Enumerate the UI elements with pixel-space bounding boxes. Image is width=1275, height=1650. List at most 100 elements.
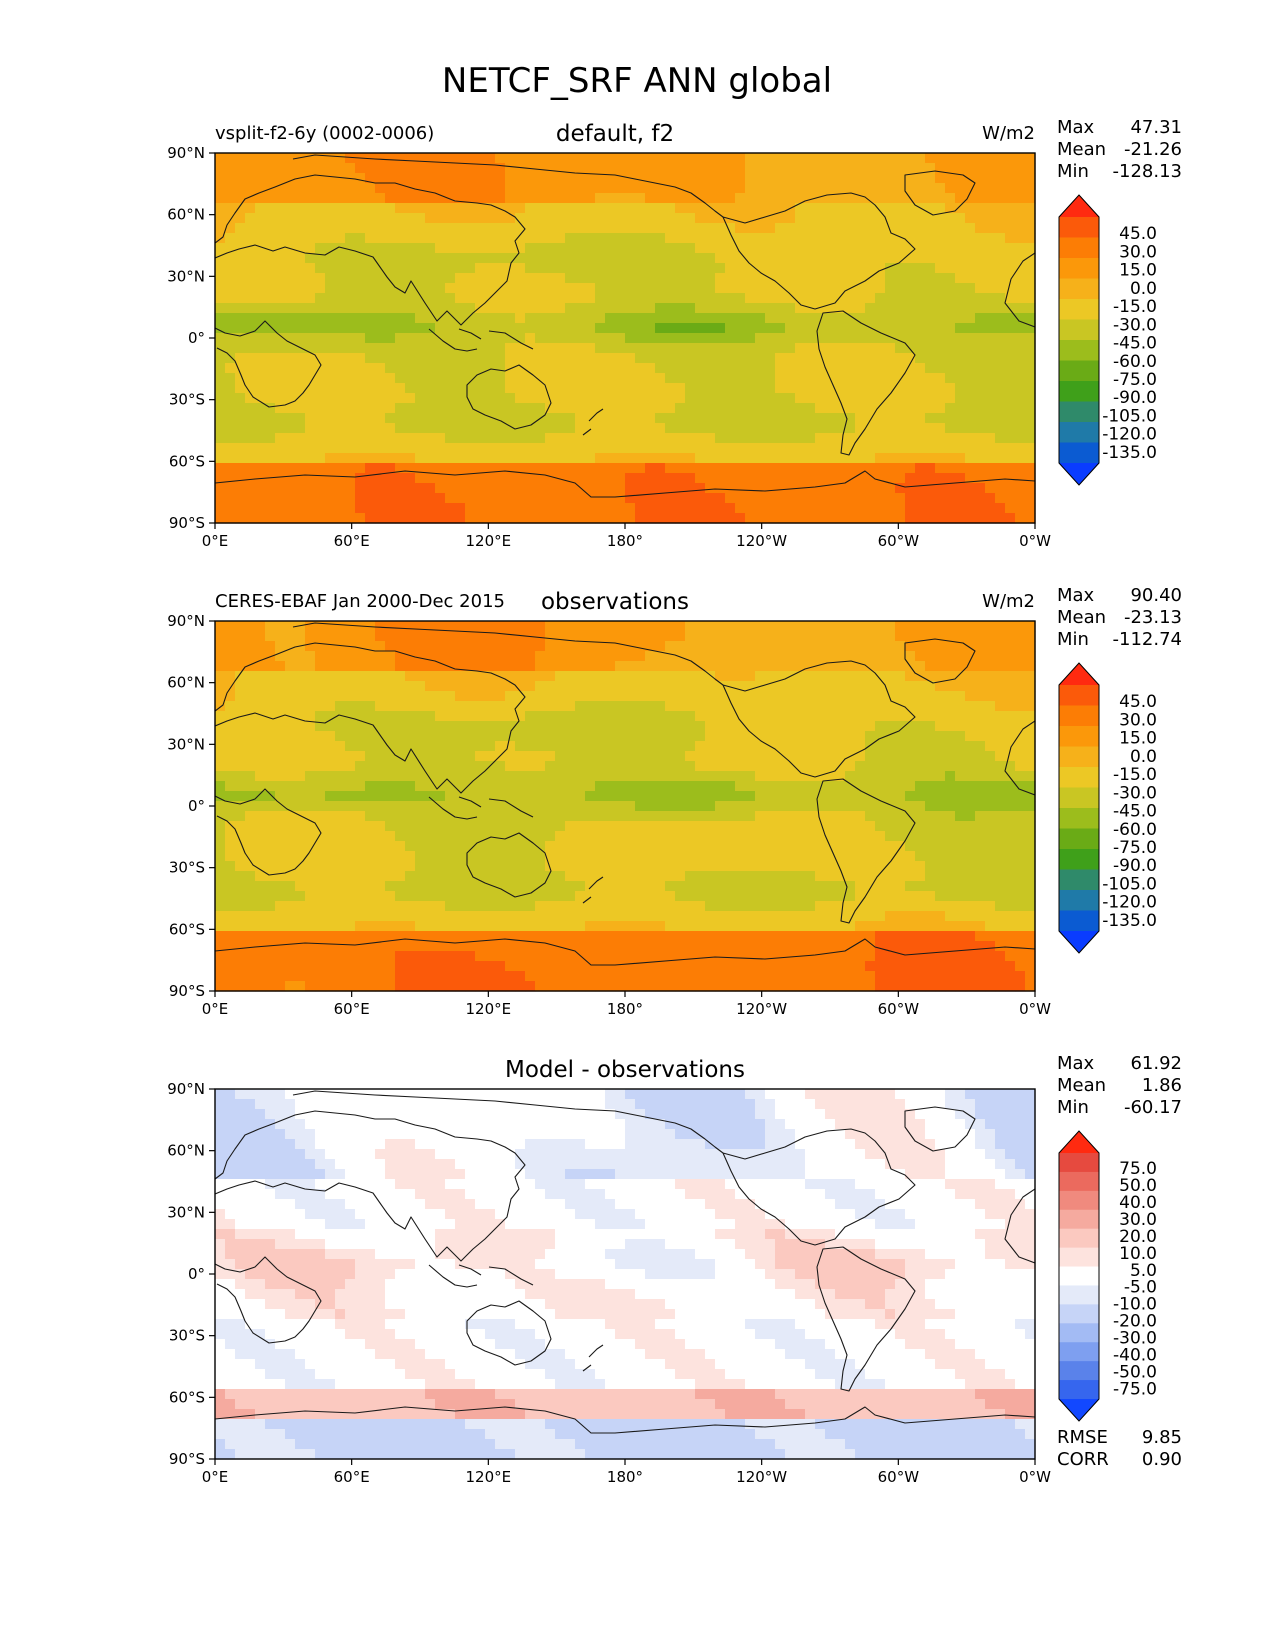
field-cell bbox=[625, 403, 636, 414]
field-cell bbox=[415, 223, 426, 234]
field-cell bbox=[355, 651, 366, 662]
field-cell bbox=[485, 343, 496, 354]
field-cell bbox=[645, 781, 656, 792]
field-cell bbox=[915, 173, 926, 184]
field-cell bbox=[345, 731, 356, 742]
field-cell bbox=[285, 513, 296, 524]
field-cell bbox=[815, 473, 826, 484]
field-cell bbox=[465, 701, 476, 712]
field-cell bbox=[945, 363, 956, 374]
field-cell bbox=[345, 661, 356, 672]
field-cell bbox=[315, 313, 326, 324]
field-cell bbox=[745, 273, 756, 284]
field-cell bbox=[995, 173, 1006, 184]
field-cell bbox=[695, 233, 706, 244]
field-cell bbox=[1015, 503, 1026, 514]
field-cell bbox=[385, 453, 396, 464]
field-cell bbox=[665, 203, 676, 214]
field-cell bbox=[695, 721, 706, 732]
field-cell bbox=[365, 781, 376, 792]
field-cell bbox=[665, 651, 676, 662]
field-cell bbox=[805, 513, 816, 524]
field-cell bbox=[535, 641, 546, 652]
field-cell bbox=[225, 363, 236, 374]
field-cell bbox=[755, 781, 766, 792]
field-cell bbox=[655, 323, 666, 334]
field-cell bbox=[985, 213, 996, 224]
field-cell bbox=[315, 273, 326, 284]
field-cell bbox=[395, 313, 406, 324]
field-cell bbox=[795, 313, 806, 324]
field-cell bbox=[275, 403, 286, 414]
field-cell bbox=[315, 831, 326, 842]
field-cell bbox=[545, 701, 556, 712]
field-cell bbox=[915, 821, 926, 832]
field-cell bbox=[675, 273, 686, 284]
field-cell bbox=[1015, 801, 1026, 812]
field-cell bbox=[785, 263, 796, 274]
field-cell bbox=[555, 811, 566, 822]
field-cell bbox=[425, 761, 436, 772]
field-cell bbox=[385, 253, 396, 264]
field-cell bbox=[775, 263, 786, 274]
field-cell bbox=[605, 163, 616, 174]
field-cell bbox=[215, 283, 226, 294]
field-cell bbox=[765, 323, 776, 334]
field-cell bbox=[1005, 213, 1016, 224]
field-cell bbox=[925, 353, 936, 364]
field-cell bbox=[295, 801, 306, 812]
y-tick-label: 90°N bbox=[167, 144, 205, 162]
field-cell bbox=[325, 463, 336, 474]
field-cell bbox=[605, 363, 616, 374]
field-cell bbox=[435, 473, 446, 484]
field-cell bbox=[725, 641, 736, 652]
field-cell bbox=[305, 781, 316, 792]
field-cell bbox=[455, 701, 466, 712]
field-cell bbox=[655, 771, 666, 782]
y-tick-label: 0° bbox=[188, 329, 205, 347]
field-cell bbox=[335, 513, 346, 524]
field-cell bbox=[855, 263, 866, 274]
field-cell bbox=[215, 273, 226, 284]
field-cell bbox=[885, 223, 896, 234]
field-cell bbox=[645, 443, 656, 454]
field-cell bbox=[515, 681, 526, 692]
field-cell bbox=[785, 333, 796, 344]
field-cell bbox=[345, 263, 356, 274]
field-cell bbox=[215, 443, 226, 454]
field-cell bbox=[495, 243, 506, 254]
field-cell bbox=[495, 711, 506, 722]
field-cell bbox=[1015, 273, 1026, 284]
field-cell bbox=[225, 173, 236, 184]
field-cell bbox=[505, 193, 516, 204]
field-cell bbox=[535, 651, 546, 662]
field-cell bbox=[795, 393, 806, 404]
field-cell bbox=[985, 453, 996, 464]
field-cell bbox=[655, 423, 666, 434]
field-cell bbox=[415, 473, 426, 484]
field-cell bbox=[835, 841, 846, 852]
field-cell bbox=[685, 473, 696, 484]
field-cell bbox=[235, 751, 246, 762]
field-cell bbox=[495, 651, 506, 662]
field-cell bbox=[505, 283, 516, 294]
field-cell bbox=[685, 333, 696, 344]
field-cell bbox=[595, 681, 606, 692]
field-cell bbox=[925, 313, 936, 324]
field-cell bbox=[605, 771, 616, 782]
field-cell bbox=[745, 641, 756, 652]
field-cell bbox=[525, 671, 536, 682]
field-cell bbox=[525, 363, 536, 374]
field-cell bbox=[825, 413, 836, 424]
field-cell bbox=[555, 651, 566, 662]
field-cell bbox=[865, 811, 876, 822]
field-cell bbox=[785, 283, 796, 294]
field-cell bbox=[875, 183, 886, 194]
field-cell bbox=[955, 263, 966, 274]
field-cell bbox=[775, 343, 786, 354]
field-cell bbox=[885, 791, 896, 802]
field-cell bbox=[545, 303, 556, 314]
field-cell bbox=[805, 781, 816, 792]
field-cell bbox=[875, 741, 886, 752]
field-cell bbox=[805, 213, 816, 224]
